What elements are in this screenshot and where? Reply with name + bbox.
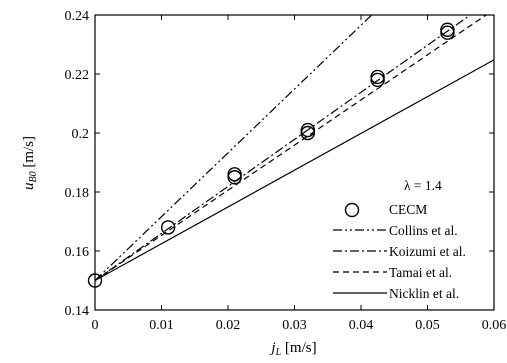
- legend-marker-cecm: [344, 202, 360, 218]
- cecm-marker: [440, 25, 455, 40]
- cecm-marker: [440, 22, 455, 37]
- legend-label-collins-et-al: Collins et al.: [389, 223, 458, 238]
- x-tick-label: 0.02: [216, 318, 241, 333]
- x-tick-label: 0.05: [415, 318, 440, 333]
- line-collins-et-al: [95, 15, 373, 281]
- y-tick-label: 0.18: [65, 186, 90, 201]
- x-tick-label: 0.04: [349, 318, 374, 333]
- y-tick-label: 0.24: [65, 9, 90, 24]
- line-koizumi-et-al: [95, 15, 472, 281]
- x-tick-label: 0.01: [149, 318, 174, 333]
- x-tick-label: 0.06: [482, 318, 507, 333]
- legend-label-koizumi-et-al: Koizumi et al.: [389, 244, 466, 259]
- y-axis-label: uB0 [m/s]: [21, 136, 39, 190]
- x-tick-labels: 0 0.01 0.02 0.03 0.04 0.05 0.06: [92, 318, 507, 333]
- line-tamai-et-al: [95, 15, 488, 281]
- data-markers: [87, 22, 455, 288]
- x-tick-label: 0.03: [282, 318, 307, 333]
- y-tick-label: 0.16: [65, 245, 90, 260]
- y-tick-label: 0.14: [65, 304, 90, 319]
- x-tick-label: 0: [92, 318, 99, 333]
- legend-label-cecm: CECM: [389, 202, 427, 217]
- line-nicklin-et-al: [95, 59, 494, 282]
- cecm-marker: [160, 220, 176, 235]
- y-tick-label: 0.2: [72, 127, 90, 142]
- y-tick-labels: 0.14 0.16 0.18 0.2 0.22 0.24: [65, 9, 90, 319]
- legend: CECM Collins et al. Koizumi et al. Tamai et…: [333, 202, 466, 301]
- cecm-marker: [300, 122, 315, 138]
- cecm-marker: [370, 69, 385, 85]
- cecm-marker: [227, 167, 242, 182]
- model-lines: [95, 15, 494, 282]
- legend-label-tamai-et-al: Tamai et al.: [389, 265, 452, 280]
- axis-ticks: [94, 14, 495, 311]
- y-tick-label: 0.22: [65, 68, 90, 83]
- lambda-annotation: λ = 1.4: [404, 178, 442, 193]
- legend-label-nicklin-et-al: Nicklin et al.: [389, 286, 459, 301]
- x-axis-label: jL [m/s]: [269, 340, 316, 358]
